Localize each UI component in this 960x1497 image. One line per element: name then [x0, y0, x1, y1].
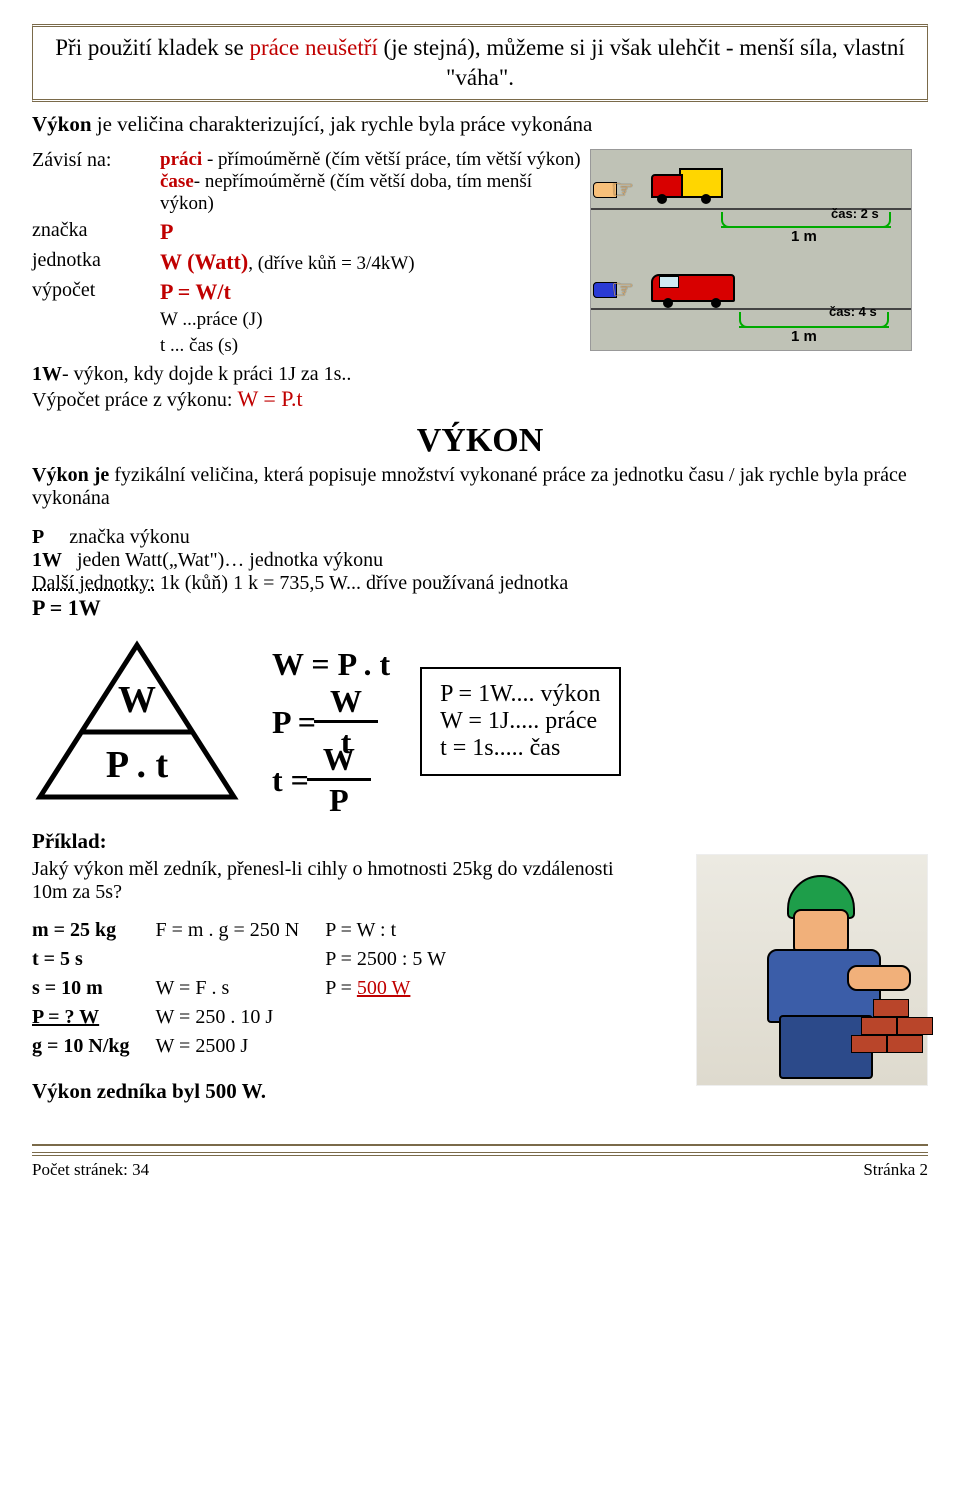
calc-r5c1: g = 10 N/kg: [32, 1032, 156, 1061]
eq3-left: t =: [272, 761, 309, 799]
unitbox-l3: t = 1s..... čas: [440, 735, 600, 762]
praci-rest: - přímoúměrně (čím větší práce, tím větš…: [202, 149, 580, 170]
power-diagram: čas: 2 s 1 m čas: 4 s 1 m: [590, 149, 912, 351]
calc-r3c1: s = 10 m: [32, 974, 156, 1003]
footer-left: Počet stránek: 34: [32, 1160, 149, 1180]
legend-1w-sym: 1W: [32, 549, 62, 571]
eq2-top: W: [322, 682, 370, 720]
definition-table: Závisí na: práci - přímoúměrně (čím větš…: [32, 147, 928, 359]
legend-p-rest: značka výkonu: [64, 526, 190, 548]
legend-1w-rest: jeden Watt(„Wat")… jednotka výkonu: [72, 549, 383, 571]
zavisi-content: práci - přímoúměrně (čím větší práce, tí…: [160, 147, 590, 217]
hand-icon-top: [597, 180, 637, 200]
one-w-rest: - výkon, kdy dojde k práci 1J za 1s..: [62, 363, 351, 385]
unit-box: P = 1W.... výkon W = 1J..... práce t = 1…: [420, 667, 620, 776]
vykon-desc-bold: Výkon je: [32, 464, 109, 486]
calc-r5c3: [325, 1032, 472, 1061]
t-line: t ... čas (s): [160, 333, 590, 359]
legend-other-label: Další jednotky:: [32, 572, 155, 594]
calc-r2c2: [156, 945, 326, 974]
headline-red: práce neušetří: [249, 35, 377, 60]
praci-word: práci: [160, 149, 202, 170]
footer-right: Stránka 2: [863, 1160, 928, 1180]
unitbox-l2: W = 1J..... práce: [440, 708, 600, 735]
jednotka-rest: , (dříve kůň = 3/4kW): [248, 253, 414, 274]
tri-bottom: P . t: [106, 744, 169, 786]
equations-column: W = P . t P = Wt t = WP: [272, 635, 390, 809]
calc-r2c3: P = 2500 : 5 W: [325, 945, 472, 974]
headline-post: (je stejná), můžeme si ji však ulehčit -…: [378, 35, 905, 90]
znacka-val: P: [160, 219, 173, 244]
definition-rest: je veličina charakterizující, jak rychle…: [92, 112, 593, 136]
definition-bold: Výkon: [32, 112, 92, 136]
calculation-table: m = 25 kg F = m . g = 250 N P = W : t t …: [32, 916, 472, 1061]
legend-p: P značka výkonu: [32, 526, 928, 549]
eq1-right: P . t: [338, 645, 390, 683]
one-w-bold: 1W: [32, 363, 62, 385]
calc-r3c3-red: 500 W: [357, 977, 411, 999]
dist-top: 1 m: [791, 228, 817, 245]
label-znacka: značka: [32, 217, 160, 247]
priklad-title: Příklad:: [32, 829, 928, 854]
calc-r1c3: P = W : t: [325, 916, 472, 945]
calc-r3c3: P = 500 W: [325, 974, 472, 1003]
vypocet-val: P = W/t: [160, 279, 231, 304]
formula-triangle: W P . t: [32, 637, 242, 807]
eq2-left: P =: [272, 703, 316, 741]
one-watt-line: 1W- výkon, kdy dojde k práci 1J za 1s..: [32, 363, 928, 386]
calc-r4c1: P = ? W: [32, 1003, 156, 1032]
label-zavisi: Závisí na:: [32, 147, 160, 217]
headline-box: Při použití kladek se práce neušetří (je…: [32, 24, 928, 102]
dist-bottom: 1 m: [791, 328, 817, 345]
priklad-question: Jaký výkon měl zedník, přenesl-li cihly …: [32, 858, 632, 904]
vykon-desc-rest: fyzikální veličina, která popisuje množs…: [32, 464, 907, 509]
calc-r3c3-pre: P =: [325, 977, 357, 999]
worker-illustration: [696, 854, 928, 1086]
definition-line: Výkon je veličina charakterizující, jak …: [32, 112, 928, 137]
label-jednotka: jednotka: [32, 247, 160, 277]
legend-p-sym: P: [32, 526, 44, 548]
time-top: čas: 2 s: [831, 206, 879, 221]
jednotka-bold: W (Watt): [160, 249, 248, 274]
legend-other-rest: 1k (kůň) 1 k = 735,5 W... dříve používan…: [155, 572, 568, 594]
calc-from-power-line: Výpočet práce z výkonu: W = P.t: [32, 386, 928, 412]
hand-icon-bottom: [597, 280, 637, 300]
eq3-top: W: [315, 740, 363, 778]
vykon-title: VÝKON: [32, 422, 928, 460]
calc-pl-pre: Výpočet práce z výkonu:: [32, 389, 237, 411]
case-rest: - nepřímoúměrně (čím větší doba, tím men…: [160, 171, 532, 214]
calc-r4c2: W = 250 . 10 J: [156, 1003, 326, 1032]
formula-row: W P . t W = P . t P = Wt t = WP P = 1W..…: [32, 635, 928, 809]
legend-1w: 1W jeden Watt(„Wat")… jednotka výkonu: [32, 549, 928, 572]
w-line: W ...práce (J): [160, 307, 590, 333]
eq3-bot: P: [321, 781, 357, 819]
calc-r1c2: F = m . g = 250 N: [156, 916, 326, 945]
calc-pl-formula: W = P.t: [237, 386, 302, 411]
calc-r1c1: m = 25 kg: [32, 916, 156, 945]
calc-r2c1: t = 5 s: [32, 945, 156, 974]
unitbox-l1: P = 1W.... výkon: [440, 681, 600, 708]
headline-pre: Při použití kladek se: [55, 35, 249, 60]
legend-other: Další jednotky: 1k (kůň) 1 k = 735,5 W..…: [32, 572, 928, 595]
vykon-desc: Výkon je fyzikální veličina, která popis…: [32, 464, 928, 510]
eq1-left: W =: [272, 645, 330, 683]
label-vypocet: výpočet: [32, 277, 160, 307]
calc-r4c3: [325, 1003, 472, 1032]
calc-r5c2: W = 2500 J: [156, 1032, 326, 1061]
legend-p1w: P = 1W: [32, 595, 928, 621]
page-footer: Počet stránek: 34 Stránka 2: [32, 1144, 928, 1180]
case-word: čase: [160, 171, 194, 192]
calc-r3c2: W = F . s: [156, 974, 326, 1003]
time-bottom: čas: 4 s: [829, 304, 877, 319]
tri-top: W: [118, 679, 156, 721]
